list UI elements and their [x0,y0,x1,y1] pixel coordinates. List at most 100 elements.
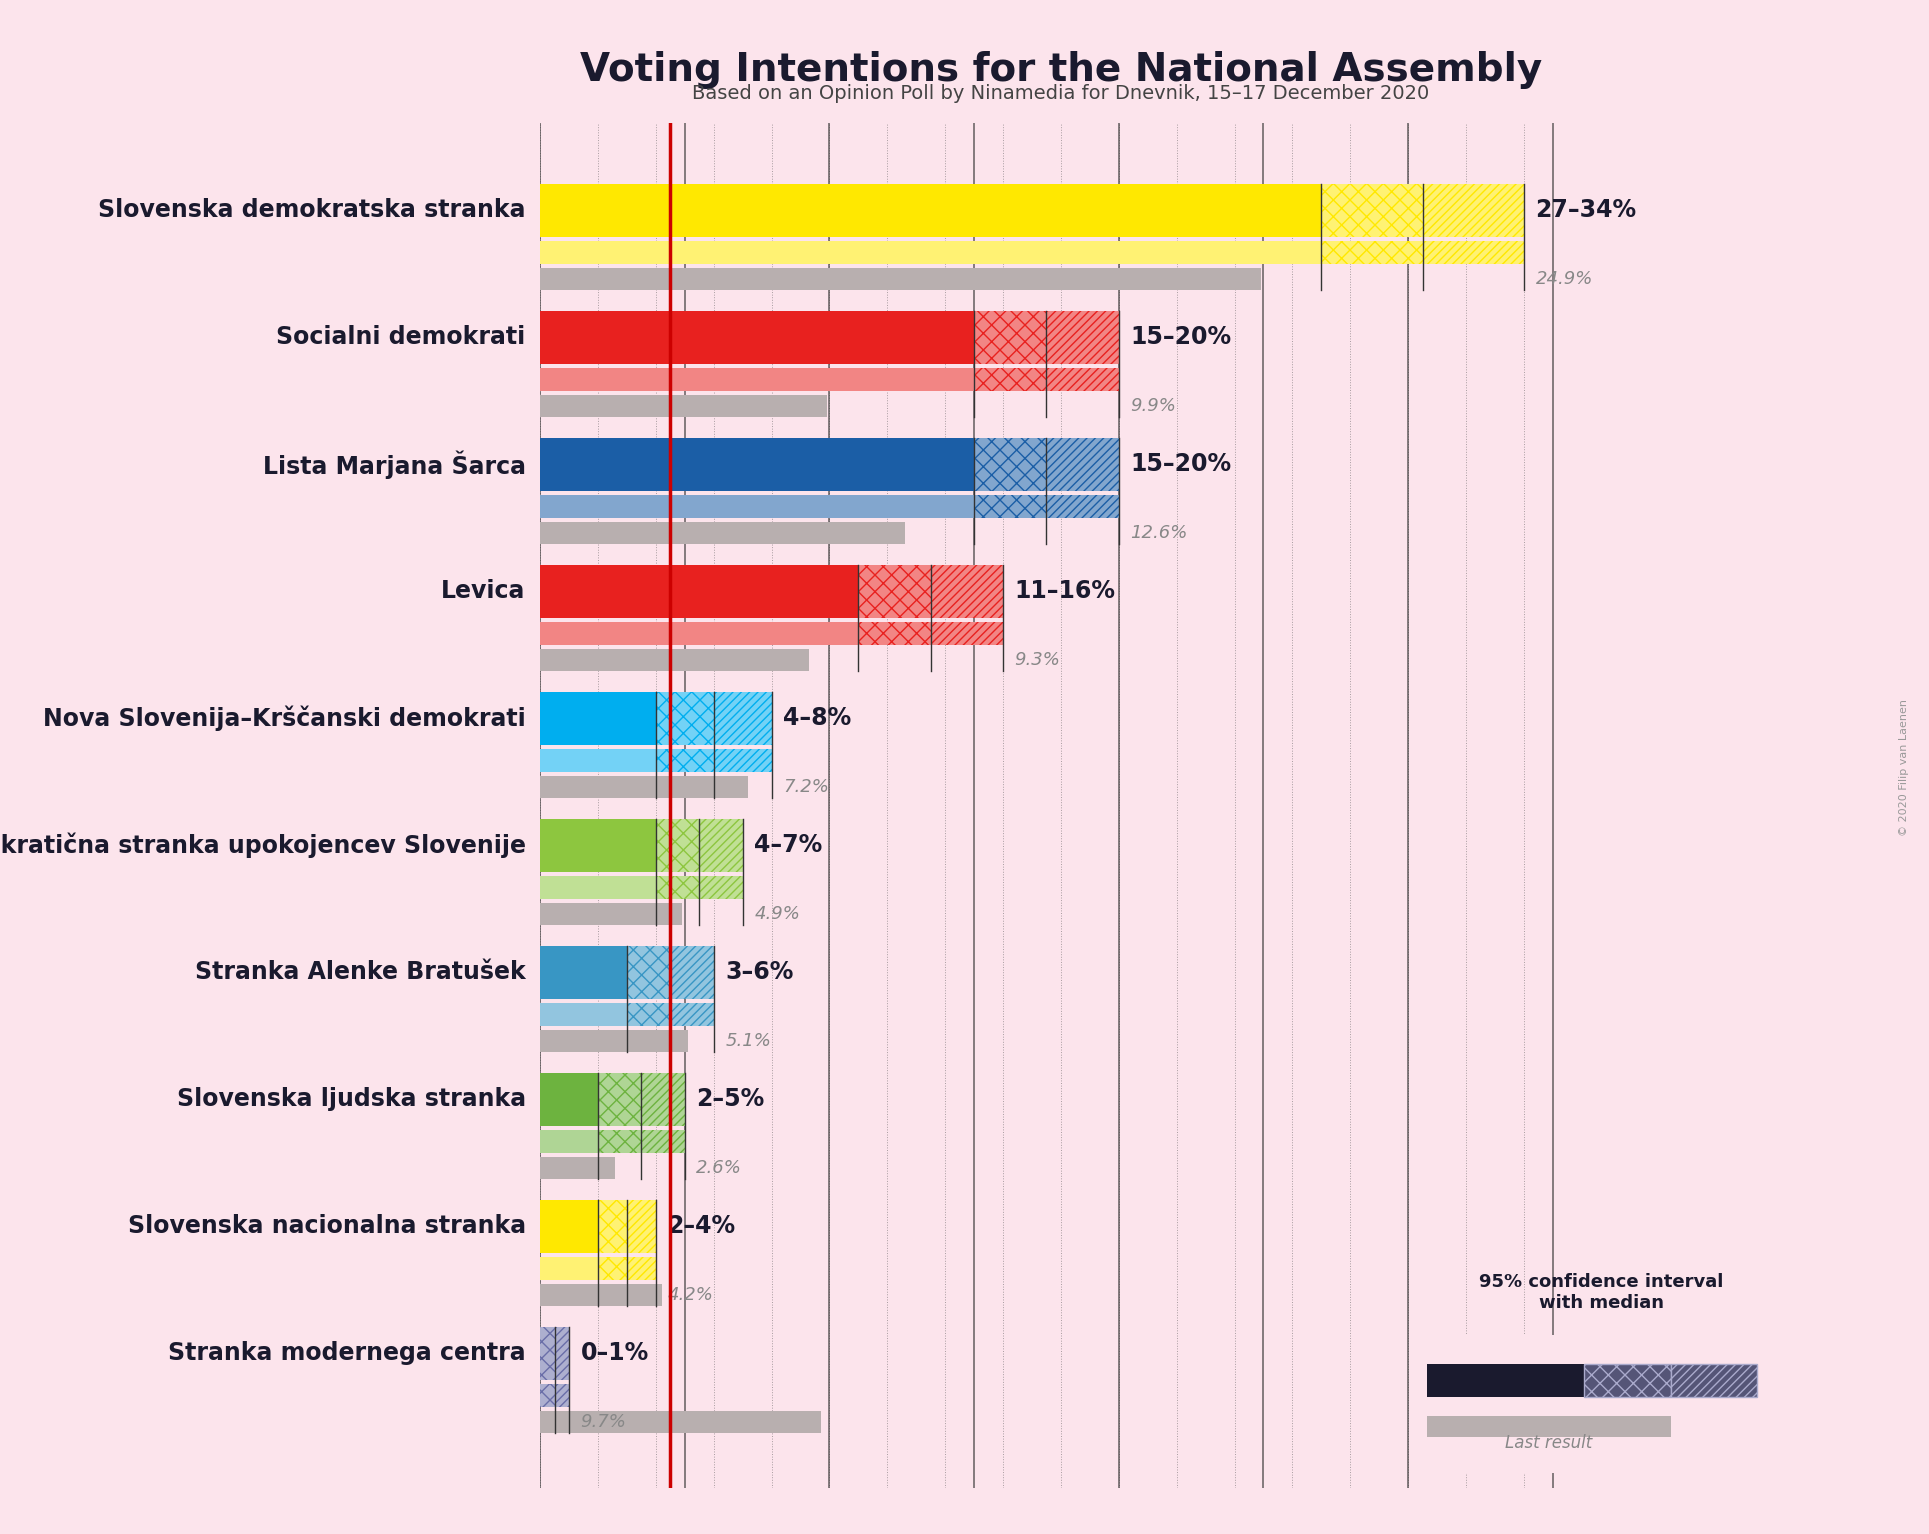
Text: Nova Slovenija–Krščanski demokrati: Nova Slovenija–Krščanski demokrati [42,706,525,732]
Bar [540,1384,569,1407]
Bar [540,1029,687,1052]
Bar [540,876,743,899]
Bar [1671,1365,1757,1396]
Bar [540,241,1524,264]
Text: 4–7%: 4–7% [754,833,822,858]
Bar [540,565,858,618]
Bar [656,819,743,871]
Bar [540,1003,714,1026]
Bar [540,649,810,672]
Text: Stranka modernega centra: Stranka modernega centra [168,1341,525,1365]
Bar [598,1072,640,1126]
Bar [1427,1365,1584,1396]
Bar [700,876,743,899]
Bar [540,495,1119,517]
Bar [540,184,1321,238]
Bar [1046,368,1119,391]
Text: Stranka Alenke Bratušek: Stranka Alenke Bratušek [195,960,525,985]
Bar [1046,311,1119,364]
Bar [974,437,1119,491]
Bar [540,1284,662,1307]
Text: 3–6%: 3–6% [725,960,793,985]
Text: 2–5%: 2–5% [696,1088,764,1111]
Bar [656,692,714,746]
Bar [858,621,930,644]
Text: 95% confidence interval
with median: 95% confidence interval with median [1480,1273,1723,1312]
Bar [598,1131,640,1152]
Bar [540,1384,556,1407]
Bar [1321,241,1422,264]
Bar [540,394,826,417]
Text: Slovenska nacionalna stranka: Slovenska nacionalna stranka [127,1215,525,1238]
Bar [656,819,700,871]
Text: 7.2%: 7.2% [783,778,829,796]
Bar [598,1200,656,1253]
Bar [858,565,930,618]
Bar [598,1200,627,1253]
Text: 9.3%: 9.3% [1015,650,1061,669]
Bar [714,692,772,746]
Bar [640,1131,685,1152]
Bar [540,311,974,364]
Text: 0–1%: 0–1% [581,1341,648,1365]
Bar [540,368,1119,391]
Text: Levica: Levica [442,580,525,603]
Bar [1321,184,1422,238]
Bar [974,311,1046,364]
Bar [640,1072,685,1126]
Text: 15–20%: 15–20% [1130,453,1231,477]
Bar [540,1410,820,1433]
Bar [540,1131,685,1152]
Bar [627,945,714,999]
Text: 15–20%: 15–20% [1130,325,1231,350]
Bar [1427,1416,1671,1437]
Bar [540,621,1003,644]
Text: 4.9%: 4.9% [754,905,801,923]
Bar [540,819,656,871]
Bar [540,437,974,491]
Bar [656,876,700,899]
Bar [656,692,772,746]
Text: 9.9%: 9.9% [1130,397,1177,414]
Text: Slovenska ljudska stranka: Slovenska ljudska stranka [177,1088,525,1111]
Bar [974,495,1046,517]
Bar [974,437,1046,491]
Bar [974,311,1119,364]
Text: © 2020 Filip van Laenen: © 2020 Filip van Laenen [1898,698,1910,836]
Bar [1046,495,1119,517]
Bar [540,1072,598,1126]
Bar [1422,184,1524,238]
Bar [627,945,671,999]
Bar [1046,437,1119,491]
Bar [930,621,1003,644]
Bar [858,565,1003,618]
Bar [1584,1365,1671,1396]
Bar [1321,184,1524,238]
Bar [540,267,1260,290]
Bar [1422,241,1524,264]
Text: 4.2%: 4.2% [667,1285,714,1304]
Bar [540,1327,556,1381]
Bar [627,1256,656,1279]
Bar [540,692,656,746]
Bar [540,1256,656,1279]
Bar [627,1003,671,1026]
Bar [540,1200,598,1253]
Text: 4–8%: 4–8% [783,706,851,730]
Text: Socialni demokrati: Socialni demokrati [276,325,525,350]
Bar [598,1256,627,1279]
Bar [627,1200,656,1253]
Text: 5.1%: 5.1% [725,1032,772,1049]
Bar [540,749,772,772]
Bar [930,565,1003,618]
Bar [714,749,772,772]
Text: Demokratična stranka upokojencev Slovenije: Demokratična stranka upokojencev Sloveni… [0,833,525,858]
Bar [540,776,748,798]
Bar [540,1157,615,1180]
Bar [540,902,683,925]
Bar [598,1072,685,1126]
Bar [556,1384,569,1407]
Text: 24.9%: 24.9% [1535,270,1593,288]
Bar [656,749,714,772]
Title: Voting Intentions for the National Assembly: Voting Intentions for the National Assem… [581,51,1541,89]
